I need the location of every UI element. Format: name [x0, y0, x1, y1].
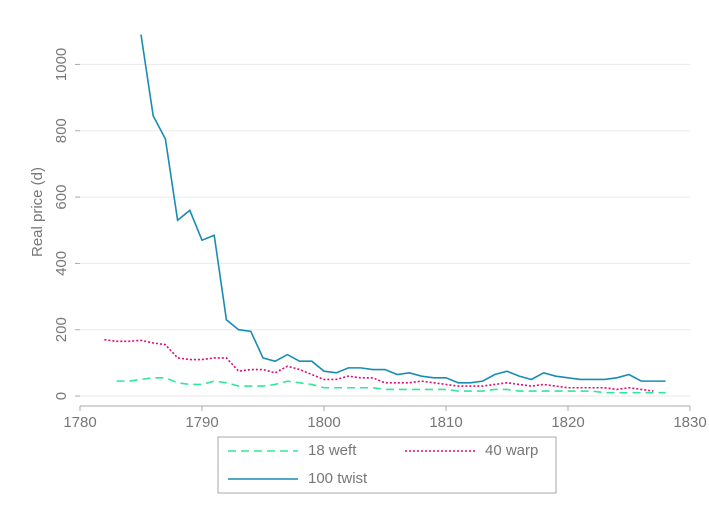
series-line — [140, 34, 666, 384]
y-axis-label: Real price (d) — [29, 167, 46, 257]
y-tick-label: 400 — [53, 251, 70, 276]
x-tick-label: 1830 — [673, 414, 706, 431]
x-tick-label: 1800 — [307, 414, 340, 431]
x-tick-label: 1820 — [551, 414, 584, 431]
y-tick-label: 0 — [53, 392, 70, 400]
y-tick-label: 1000 — [53, 48, 70, 81]
y-tick-label: 600 — [53, 185, 70, 210]
x-tick-label: 1790 — [185, 414, 218, 431]
legend-label: 18 weft — [308, 442, 357, 459]
y-tick-label: 800 — [53, 118, 70, 143]
y-tick-label: 200 — [53, 317, 70, 342]
x-tick-label: 1810 — [429, 414, 462, 431]
series-line — [104, 338, 654, 392]
legend-label: 100 twist — [308, 470, 368, 487]
x-tick-label: 1780 — [63, 414, 96, 431]
series-line — [116, 377, 666, 394]
legend-box — [217, 436, 557, 494]
legend-label: 40 warp — [485, 442, 538, 459]
